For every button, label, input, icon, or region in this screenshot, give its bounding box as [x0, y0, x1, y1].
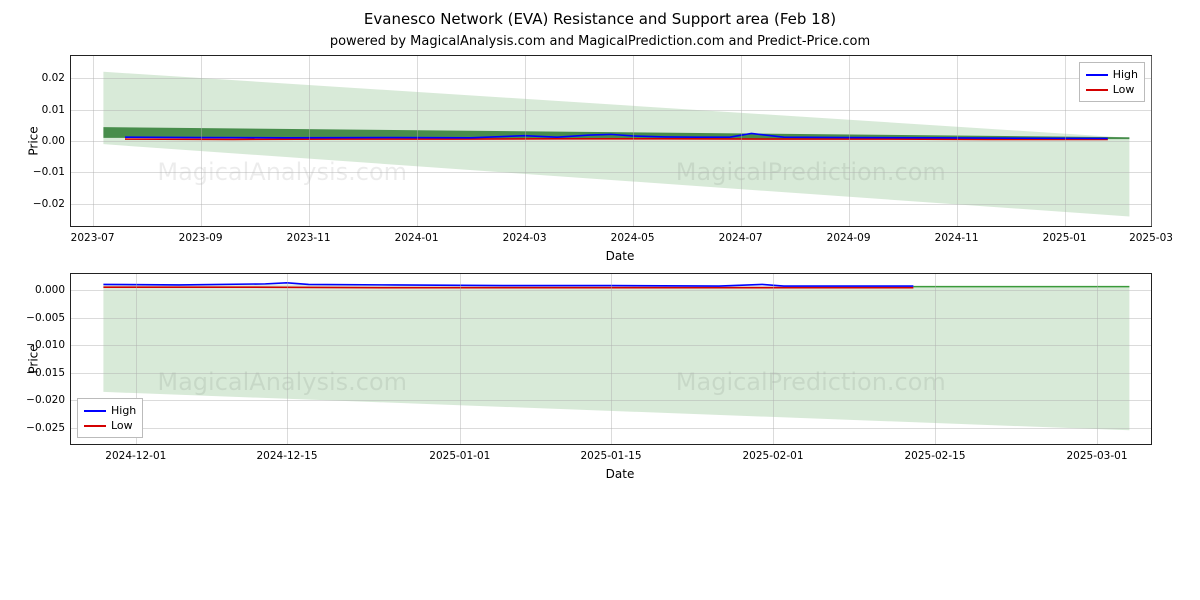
- x-tick-label: 2025-01-15: [580, 450, 641, 462]
- x-tick-label: 2024-09: [827, 232, 871, 244]
- chart-bottom: Price High Low MagicalAnalysis.com Magic…: [70, 273, 1152, 445]
- legend-label-high: High: [111, 404, 136, 417]
- y-tick-label: −0.015: [21, 367, 65, 379]
- y-tick-label: 0.00: [21, 135, 65, 147]
- legend-label-low: Low: [1113, 83, 1135, 96]
- x-tick-label: 2025-01: [1043, 232, 1087, 244]
- y-tick-label: −0.020: [21, 394, 65, 406]
- x-tick-label: 2025-03-01: [1066, 450, 1127, 462]
- legend-swatch-high: [84, 410, 106, 412]
- legend-swatch-high: [1086, 74, 1108, 76]
- legend-item-high: High: [84, 403, 136, 418]
- chart-top-wrap: Price High Low MagicalAnalysis.com Magic…: [70, 55, 1170, 263]
- x-tick-label: 2025-01-01: [429, 450, 490, 462]
- y-tick-label: −0.010: [21, 339, 65, 351]
- chart-top: Price High Low MagicalAnalysis.com Magic…: [70, 55, 1152, 227]
- figure-container: Evanesco Network (EVA) Resistance and Su…: [0, 0, 1200, 600]
- x-axis-label: Date: [70, 467, 1170, 481]
- y-tick-label: −0.025: [21, 422, 65, 434]
- y-tick-label: 0.000: [21, 284, 65, 296]
- x-tick-label: 2024-11: [935, 232, 979, 244]
- chart-subtitle: powered by MagicalAnalysis.com and Magic…: [0, 28, 1200, 55]
- legend-item-low: Low: [1086, 82, 1138, 97]
- x-tick-label: 2024-01: [395, 232, 439, 244]
- x-tick-label: 2023-09: [179, 232, 223, 244]
- x-tick-label: 2025-02-01: [742, 450, 803, 462]
- x-tick-label: 2025-02-15: [904, 450, 965, 462]
- x-tick-label: 2024-12-01: [105, 450, 166, 462]
- x-tick-label: 2024-12-15: [256, 450, 317, 462]
- x-tick-label: 2024-03: [503, 232, 547, 244]
- legend-swatch-low: [84, 425, 106, 427]
- y-tick-label: −0.005: [21, 312, 65, 324]
- x-tick-label: 2023-11: [287, 232, 331, 244]
- x-tick-label: 2025-03: [1129, 232, 1173, 244]
- y-tick-label: −0.01: [21, 166, 65, 178]
- legend-item-high: High: [1086, 67, 1138, 82]
- y-tick-label: −0.02: [21, 198, 65, 210]
- x-tick-label: 2024-07: [719, 232, 763, 244]
- chart-bottom-wrap: Price High Low MagicalAnalysis.com Magic…: [70, 273, 1170, 481]
- legend-label-low: Low: [111, 419, 133, 432]
- x-tick-label: 2023-07: [71, 232, 115, 244]
- x-tick-label: 2024-05: [611, 232, 655, 244]
- legend-bottom: High Low: [77, 398, 143, 438]
- y-tick-label: 0.02: [21, 72, 65, 84]
- legend-top: High Low: [1079, 62, 1145, 102]
- legend-item-low: Low: [84, 418, 136, 433]
- x-axis-label: Date: [70, 249, 1170, 263]
- legend-label-high: High: [1113, 68, 1138, 81]
- legend-swatch-low: [1086, 89, 1108, 91]
- chart-title: Evanesco Network (EVA) Resistance and Su…: [0, 0, 1200, 28]
- y-tick-label: 0.01: [21, 104, 65, 116]
